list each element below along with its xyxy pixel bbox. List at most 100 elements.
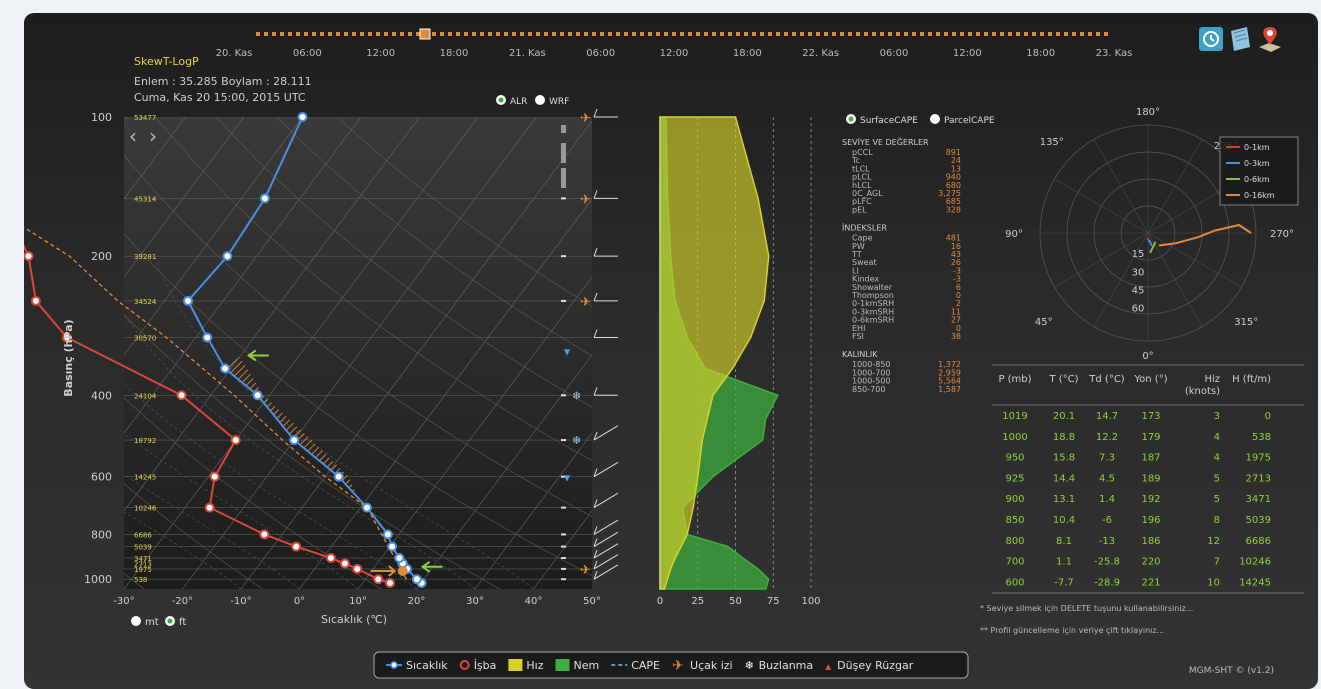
temperature-point[interactable] [222, 251, 233, 262]
parcel-cape-radio[interactable]: ParcelCAPE [930, 114, 995, 126]
dewpoint-point[interactable] [30, 295, 41, 306]
unit-radio-mt[interactable]: mt [131, 616, 159, 628]
notebook-icon[interactable] [1231, 27, 1250, 51]
table-cell[interactable]: 3471 [1246, 494, 1271, 505]
temperature-point[interactable] [297, 112, 308, 122]
table-cell[interactable]: -6 [1102, 515, 1112, 526]
table-cell[interactable]: 10.4 [1053, 515, 1075, 526]
table-cell[interactable]: 220 [1141, 557, 1160, 568]
dewpoint-point[interactable] [352, 563, 363, 574]
table-cell[interactable]: 1975 [1246, 453, 1271, 464]
history-icon[interactable] [1199, 27, 1223, 51]
table-cell[interactable]: 14245 [1239, 577, 1271, 588]
dewpoint-point[interactable] [230, 435, 241, 446]
dewpoint-point[interactable] [325, 553, 336, 564]
temperature-point[interactable] [220, 363, 231, 374]
table-cell[interactable]: 20.1 [1053, 411, 1075, 422]
table-cell[interactable]: 187 [1141, 453, 1160, 464]
temperature-point[interactable] [202, 332, 213, 343]
height-label: 538 [134, 576, 147, 584]
surface-cape-radio[interactable]: SurfaceCAPE [846, 114, 918, 126]
table-cell[interactable]: -28.9 [1094, 577, 1120, 588]
table-cell[interactable]: 189 [1141, 473, 1160, 484]
temperature-point[interactable] [289, 435, 300, 446]
dewpoint-point[interactable] [339, 558, 350, 569]
table-cell[interactable]: 186 [1141, 536, 1160, 547]
table-cell[interactable]: 8 [1214, 515, 1220, 526]
timeline-handle[interactable] [419, 28, 431, 40]
table-cell[interactable]: 0 [1265, 411, 1271, 422]
legend-swatch [555, 659, 570, 671]
dewpoint-point[interactable] [209, 471, 220, 482]
temperature-point[interactable] [387, 541, 398, 552]
table-cell[interactable]: 4 [1214, 432, 1220, 443]
table-cell[interactable]: 12.2 [1096, 432, 1118, 443]
table-cell[interactable]: 1.1 [1056, 557, 1072, 568]
table-cell[interactable]: 1000 [1002, 432, 1027, 443]
table-cell[interactable]: 14.7 [1096, 411, 1118, 422]
temperature-point[interactable] [361, 502, 372, 513]
dewpoint-point[interactable] [291, 541, 302, 552]
timeline[interactable]: 20. Kas 06:00 12:00 18:00 21. Kas 06:00 12:00 1… [216, 28, 1133, 59]
dewpoint-point[interactable] [385, 577, 396, 588]
table-cell[interactable]: 10246 [1239, 557, 1271, 568]
table-cell[interactable]: 4 [1214, 453, 1220, 464]
table-cell[interactable]: 179 [1141, 432, 1160, 443]
prev-arrow-icon[interactable]: ‹ [129, 124, 137, 148]
table-cell[interactable]: 850 [1005, 515, 1024, 526]
model-radio-wrf[interactable]: WRF [535, 95, 569, 107]
sounding-table[interactable]: P (mb) T (°C) Td (°C) Yon (°) Hiz (knots) H (f… [992, 364, 1304, 594]
dewpoint-point[interactable] [204, 502, 215, 513]
temperature-point[interactable] [411, 574, 422, 585]
table-cell[interactable]: 7 [1214, 557, 1220, 568]
temperature-point[interactable] [252, 390, 263, 401]
table-cell[interactable]: 538 [1252, 432, 1271, 443]
skewt-plot-area[interactable] [124, 117, 592, 589]
table-cell[interactable]: 12 [1207, 536, 1220, 547]
table-cell[interactable]: 6686 [1246, 536, 1271, 547]
table-cell[interactable]: 13.1 [1053, 494, 1075, 505]
table-cell[interactable]: 950 [1005, 453, 1024, 464]
table-cell[interactable]: 700 [1005, 557, 1024, 568]
table-cell[interactable]: 3 [1214, 411, 1220, 422]
table-cell[interactable]: 10 [1207, 577, 1220, 588]
table-cell[interactable]: 5039 [1246, 515, 1271, 526]
table-cell[interactable]: 7.3 [1099, 453, 1115, 464]
table-cell[interactable]: 4.5 [1099, 473, 1115, 484]
unit-radio-ft[interactable]: ft [165, 616, 186, 628]
table-cell[interactable]: -25.8 [1094, 557, 1120, 568]
table-cell[interactable]: 2713 [1246, 473, 1271, 484]
table-cell[interactable]: 600 [1005, 577, 1024, 588]
table-cell[interactable]: 221 [1141, 577, 1160, 588]
table-cell[interactable]: 900 [1005, 494, 1024, 505]
dewpoint-point[interactable] [176, 390, 187, 401]
table-cell[interactable]: 800 [1005, 536, 1024, 547]
dewpoint-point[interactable] [259, 529, 270, 540]
table-cell[interactable]: 8.1 [1056, 536, 1072, 547]
temperature-point[interactable] [333, 471, 344, 482]
table-cell[interactable]: -7.7 [1054, 577, 1074, 588]
table-cell[interactable]: 196 [1141, 515, 1160, 526]
temperature-point[interactable] [182, 295, 193, 306]
temperature-point[interactable] [394, 553, 405, 564]
dewpoint-point[interactable] [373, 574, 384, 585]
table-cell[interactable]: 14.4 [1053, 473, 1075, 484]
table-cell[interactable]: 1.4 [1099, 494, 1115, 505]
table-cell[interactable]: 192 [1141, 494, 1160, 505]
dewpoint-point[interactable] [24, 251, 34, 262]
next-arrow-icon[interactable]: › [149, 124, 157, 148]
temperature-point[interactable] [259, 193, 270, 204]
table-cell[interactable]: 925 [1005, 473, 1024, 484]
map-pin-icon[interactable] [1259, 27, 1281, 52]
table-cell[interactable]: 18.8 [1053, 432, 1075, 443]
timeline-tick [328, 32, 332, 36]
model-radio-alr[interactable]: ALR [496, 95, 527, 107]
table-cell[interactable]: 1019 [1002, 411, 1027, 422]
temperature-point[interactable] [382, 529, 393, 540]
table-cell[interactable]: 15.8 [1053, 453, 1075, 464]
table-cell[interactable]: -13 [1099, 536, 1115, 547]
table-cell[interactable]: 5 [1214, 473, 1220, 484]
table-cell[interactable]: 173 [1141, 411, 1160, 422]
table-cell[interactable]: 5 [1214, 494, 1220, 505]
dewpoint-point[interactable] [61, 332, 72, 343]
